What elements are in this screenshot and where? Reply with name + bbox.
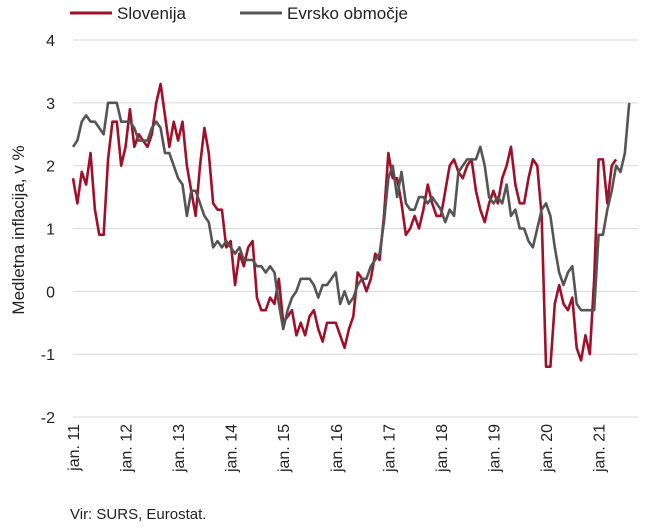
y-tick-label: 3 [46, 96, 55, 113]
x-tick-label: jan. 18 [434, 424, 451, 473]
series-line-1 [71, 101, 631, 331]
y-tick-label: 4 [46, 33, 55, 50]
y-tick-label: 2 [46, 159, 55, 176]
y-tick-label: -1 [41, 347, 55, 364]
y-tick-label: 1 [46, 222, 55, 239]
y-axis-label: Medletna inflacija, v % [9, 145, 28, 314]
x-axis-ticks: jan. 11 jan. 12 jan. 13 jan. 14 jan. 15 jan. … [66, 424, 609, 473]
legend-label: Slovenija [117, 4, 187, 23]
x-tick-label: jan. 14 [224, 424, 241, 473]
y-tick-label: -2 [41, 410, 55, 427]
x-tick-label: jan. 15 [276, 424, 293, 473]
x-tick-label: jan. 13 [171, 424, 188, 473]
y-tick-label: 0 [46, 284, 55, 301]
x-tick-label: jan. 17 [381, 424, 398, 473]
x-tick-label: jan. 19 [486, 424, 503, 473]
legend: Slovenija Evrsko območje [70, 4, 408, 23]
legend-label: Evrsko območje [287, 4, 408, 23]
series-lines [71, 82, 631, 369]
x-tick-label: jan. 21 [592, 424, 609, 473]
source-note: Vir: SURS, Eurostat. [70, 506, 207, 523]
x-tick-label: jan. 20 [539, 424, 556, 473]
y-axis-ticks: -2 -1 0 1 2 3 4 [41, 33, 55, 427]
series-line-0 [71, 82, 618, 369]
x-tick-label: jan. 16 [329, 424, 346, 473]
x-tick-label: jan. 12 [119, 424, 136, 473]
x-tick-label: jan. 11 [66, 424, 83, 472]
